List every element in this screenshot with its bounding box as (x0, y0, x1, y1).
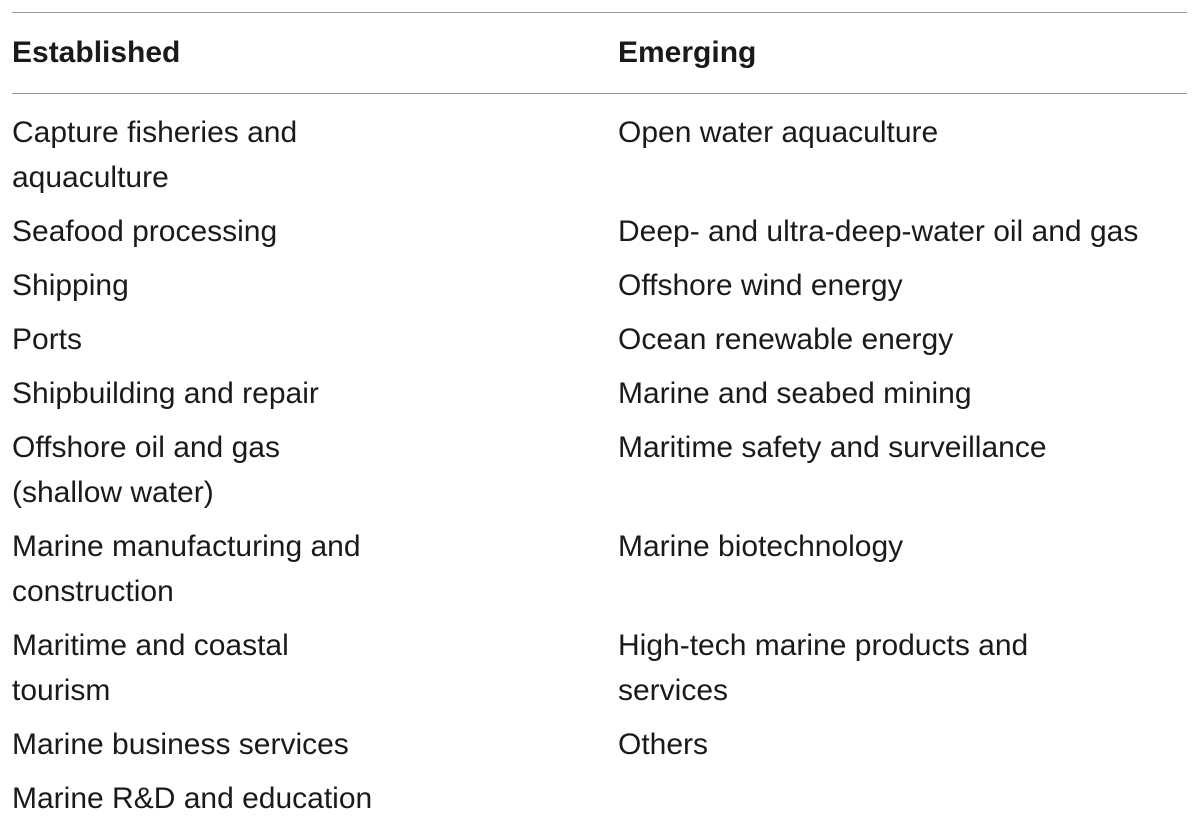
cell-line: Marine biotechnology (618, 530, 904, 563)
cell-line: Ocean renewable energy (618, 323, 954, 356)
ocean-industries-table: Established Emerging Capture fisheries a… (12, 12, 1187, 821)
cell-line: Shipbuilding and repair (12, 377, 319, 410)
cell-line: Deep- and ultra-deep-water oil and gas (618, 215, 1139, 248)
cell-emerging: Maritime safety and surveillance (618, 425, 1187, 470)
cell-line: (shallow water) (12, 476, 214, 509)
table-top-rule (12, 12, 1187, 13)
table-row: Marine business services Others (12, 722, 1187, 767)
table-row: Marine R&D and education (12, 776, 1187, 821)
table-header-rule (12, 93, 1187, 94)
cell-line: Seafood processing (12, 215, 278, 248)
cell-line: Offshore oil and gas (12, 431, 280, 464)
cell-emerging: Marine biotechnology (618, 524, 1187, 569)
cell-line: Offshore wind energy (618, 269, 903, 302)
cell-established: Marine manufacturing and construction (12, 524, 618, 614)
cell-line: Marine and seabed mining (618, 377, 972, 410)
cell-line: services (618, 674, 729, 707)
cell-established: Offshore oil and gas (shallow water) (12, 425, 618, 515)
cell-line: Others (618, 728, 709, 761)
table-row: Shipping Offshore wind energy (12, 263, 1187, 308)
cell-line: aquaculture (12, 161, 169, 194)
cell-line: Open water aquaculture (618, 116, 939, 149)
cell-line: Shipping (12, 269, 129, 302)
table-row: Offshore oil and gas (shallow water) Marit… (12, 425, 1187, 515)
cell-line: Maritime safety and surveillance (618, 431, 1047, 464)
header-emerging: Emerging (618, 36, 757, 69)
cell-emerging: Deep- and ultra-deep-water oil and gas (618, 209, 1187, 254)
table-row: Ports Ocean renewable energy (12, 317, 1187, 362)
cell-emerging: Marine and seabed mining (618, 371, 1187, 416)
cell-line: Marine business services (12, 728, 349, 761)
cell-line: Maritime and coastal (12, 629, 289, 662)
table-row: Shipbuilding and repair Marine and seabed… (12, 371, 1187, 416)
table-row: Capture fisheries and aquaculture Open wat… (12, 110, 1187, 200)
table-row: Maritime and coastal tourism High-tech mar… (12, 623, 1187, 713)
cell-line: Capture fisheries and (12, 116, 298, 149)
cell-line: High-tech marine products and (618, 629, 1029, 662)
cell-established: Ports (12, 317, 618, 362)
cell-established: Seafood processing (12, 209, 618, 254)
cell-emerging: Open water aquaculture (618, 110, 1187, 155)
cell-emerging: High-tech marine products and services (618, 623, 1187, 713)
cell-line: Marine R&D and education (12, 782, 373, 815)
cell-established: Capture fisheries and aquaculture (12, 110, 618, 200)
cell-established: Marine business services (12, 722, 618, 767)
cell-line: Marine manufacturing and (12, 530, 361, 563)
table-row: Seafood processing Deep- and ultra-deep-w… (12, 209, 1187, 254)
table-header-row: Established Emerging (12, 13, 1187, 93)
cell-line: tourism (12, 674, 111, 707)
table-body: Capture fisheries and aquaculture Open wat… (12, 94, 1187, 821)
cell-emerging: Others (618, 722, 1187, 767)
cell-emerging: Offshore wind energy (618, 263, 1187, 308)
cell-established: Maritime and coastal tourism (12, 623, 618, 713)
cell-line: construction (12, 575, 174, 608)
cell-established: Shipbuilding and repair (12, 371, 618, 416)
header-established: Established (12, 36, 181, 69)
cell-emerging: Ocean renewable energy (618, 317, 1187, 362)
table-row: Marine manufacturing and construction Mari… (12, 524, 1187, 614)
cell-established: Marine R&D and education (12, 776, 618, 821)
cell-established: Shipping (12, 263, 618, 308)
cell-line: Ports (12, 323, 83, 356)
